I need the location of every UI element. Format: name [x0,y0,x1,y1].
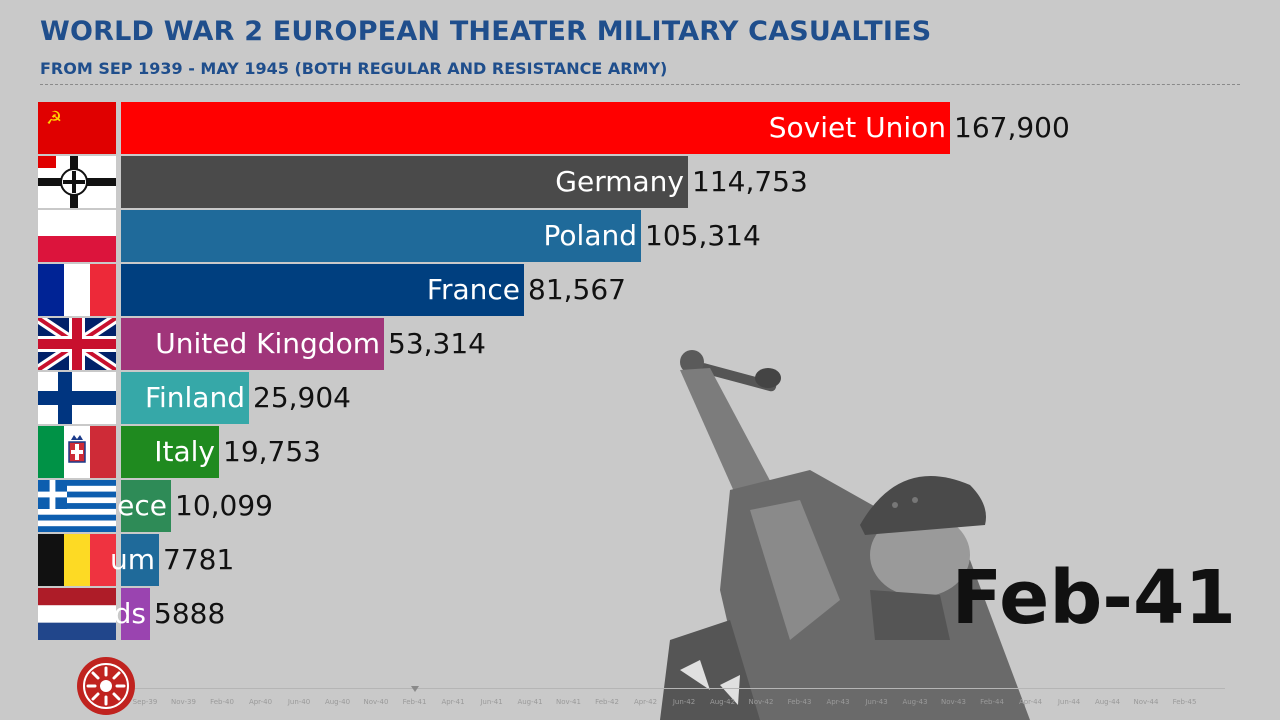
united-kingdom-flag-icon [38,318,116,370]
bar-soviet-union [121,102,950,154]
svg-text:☭: ☭ [46,108,62,129]
timeline-tick-label[interactable]: Aug-41 [517,698,543,706]
bar-label-soviet-union: Soviet Union [768,111,946,144]
timeline-tick-label[interactable]: Aug-42 [709,698,736,706]
chart-subtitle: FROM SEP 1939 - MAY 1945 (BOTH REGULAR A… [40,59,668,78]
timeline-tick-label[interactable]: Jun-43 [865,698,888,706]
current-date-label: Feb-41 [951,555,1236,641]
timeline-tick-label[interactable]: Aug-40 [324,698,351,706]
timeline-tick-label[interactable]: Feb-43 [787,698,812,706]
timeline-tick-label[interactable]: Feb-41 [402,698,427,706]
bar-label-france: France [426,273,520,306]
bar-value-germany: 114,753 [692,165,808,198]
belgium-flag-icon [38,534,116,586]
timeline-tick-label[interactable]: Apr-44 [1018,698,1043,706]
timeline-tick-label[interactable]: Jun-41 [480,698,503,706]
bar-value-greece: 10,099 [175,489,273,522]
timeline-tick-label[interactable]: Nov-44 [1133,698,1159,706]
bar-belgium [121,534,159,586]
timeline-tick-label[interactable]: Sep-39 [132,698,158,706]
bar-value-united-kingdom: 53,314 [388,327,486,360]
timeline-tick-label[interactable]: Nov-40 [363,698,389,706]
bar-label-germany: Germany [555,165,684,198]
grenade-head [755,368,781,388]
helmet [860,476,986,535]
timeline-tick-label[interactable]: Jun-42 [672,698,696,706]
timeline-tick-label[interactable]: Aug-43 [902,698,928,706]
netherlands-flag-icon [38,588,116,640]
bar-netherlands [121,588,150,640]
bar-value-france: 81,567 [528,273,626,306]
header-divider [40,84,1240,85]
face [870,513,970,597]
bar-france [121,264,524,316]
timeline-tick-label[interactable]: Nov-41 [556,698,581,706]
grenade-handle [698,363,777,392]
bar-value-italy: 19,753 [223,435,321,468]
timeline-tick-label[interactable]: Jun-44 [1057,698,1081,706]
finland-flag-icon [38,372,116,424]
bar-greece [121,480,171,532]
bar-label-greece: ece [117,489,167,522]
timeline-tick-label[interactable]: Apr-43 [826,698,850,706]
greece-flag-icon [38,480,116,532]
soviet-union-flag-icon: ☭ [38,102,116,154]
timeline-tick-label[interactable]: Aug-44 [1094,698,1121,706]
bar-value-belgium: 7781 [163,543,235,576]
timeline-cursor-icon[interactable] [410,686,419,692]
bar-label-italy: Italy [154,435,215,468]
poland-flag-icon [38,210,116,262]
timeline-tick-label[interactable]: Apr-42 [633,698,658,706]
bar-germany [121,156,688,208]
bar-united-kingdom [121,318,384,370]
sleeve-highlight [750,500,840,640]
timeline-tick-label[interactable]: Feb-40 [210,698,234,706]
timeline-tick-label[interactable]: Nov-42 [748,698,774,706]
german-war-flag-icon [38,156,116,208]
timeline-tick-label[interactable]: Jun-40 [287,698,311,706]
bar-label-united-kingdom: United Kingdom [155,327,380,360]
bar-label-finland: Finland [144,381,245,414]
bar-value-finland: 25,904 [253,381,351,414]
collar [870,590,950,640]
italy-kingdom-flag-icon [38,426,116,478]
bar-value-poland: 105,314 [645,219,761,252]
timeline-tick-label[interactable]: Nov-39 [171,698,196,706]
bar-finland [121,372,249,424]
timeline-tick-label[interactable]: Feb-42 [595,698,619,706]
timeline-tick-label[interactable]: Apr-40 [248,698,273,706]
timeline-tick-label[interactable]: Feb-45 [1172,698,1197,706]
timeline-tick-label[interactable]: Apr-41 [441,698,465,706]
timeline-tick-label[interactable]: Nov-43 [941,698,966,706]
france-flag-icon [38,264,116,316]
bar-label-belgium: um [109,543,155,576]
bar-poland [121,210,641,262]
soldier-throwing-grenade-illustration [660,350,1030,720]
chart-title: WORLD WAR 2 EUROPEAN THEATER MILITARY CA… [40,16,932,47]
bar-label-netherlands: ds [113,597,146,630]
bar-value-soviet-union: 167,900 [954,111,1070,144]
fist [680,350,704,374]
bar-italy [121,426,219,478]
bar-value-netherlands: 5888 [154,597,226,630]
raised-arm [680,368,775,505]
bar-label-poland: Poland [543,219,637,252]
timeline-axis [125,688,1225,689]
sun-emblem-logo-icon [77,657,135,715]
timeline-tick-label[interactable]: Feb-44 [980,698,1004,706]
